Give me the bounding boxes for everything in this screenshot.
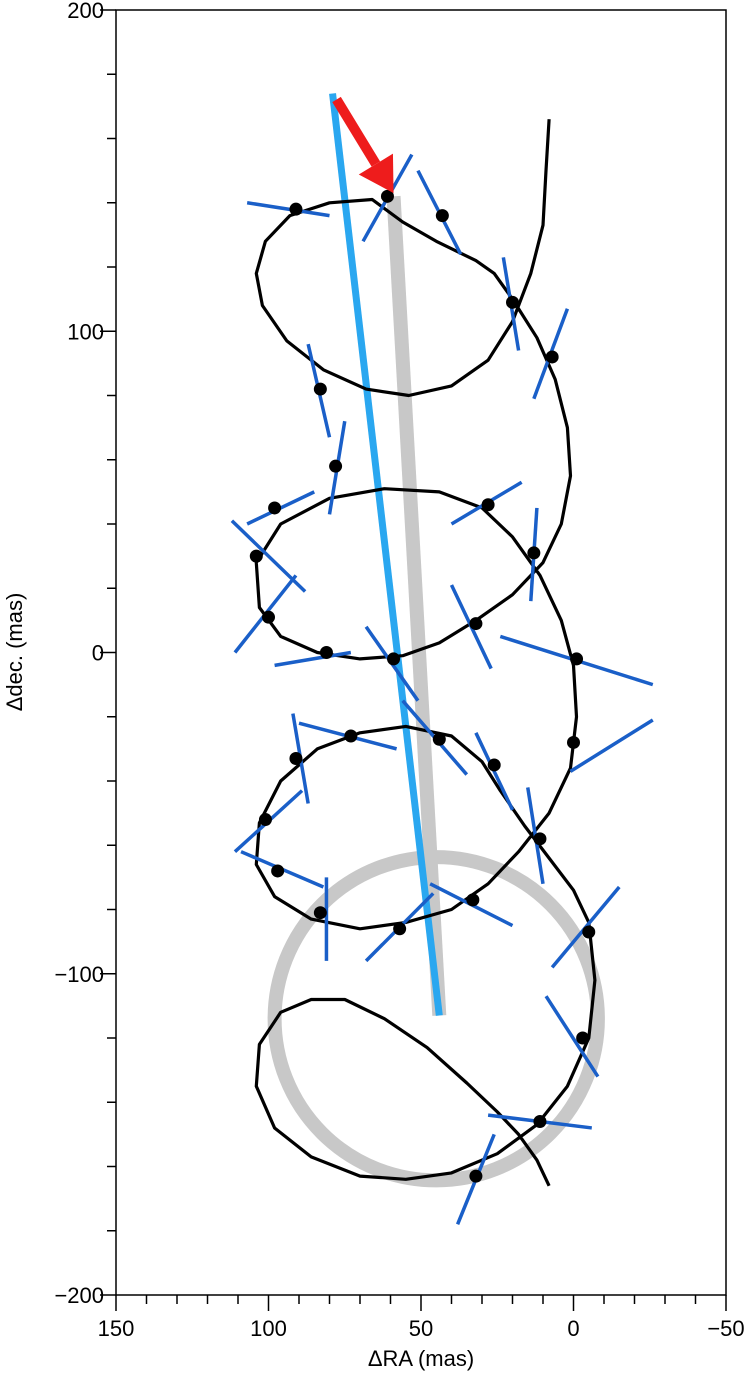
observation-point [506, 295, 519, 309]
x-tick-label: 0 [567, 1316, 579, 1341]
orbit-layer [254, 119, 597, 1187]
observation-point [262, 610, 275, 624]
y-tick-label: 100 [67, 319, 104, 344]
y-tick-label: 200 [67, 0, 104, 23]
arrow-layer [332, 96, 394, 194]
proper-motion-fit-line [329, 93, 443, 1016]
x-tick-label: 100 [250, 1316, 287, 1341]
y-tick-label: 0 [92, 641, 104, 666]
observation-point [545, 350, 559, 364]
x-tick-label: 150 [98, 1316, 135, 1341]
residual-tick [230, 519, 307, 593]
observation-point [435, 209, 449, 223]
reference-motion-line [386, 195, 447, 1016]
y-axis-label: Δdec. (mas) [2, 593, 27, 712]
observation-point [533, 1115, 547, 1129]
observation-point [570, 652, 584, 666]
observation-point [576, 1031, 590, 1045]
observation-point [533, 832, 547, 846]
residual-tick [569, 718, 654, 773]
x-tick-label: −50 [707, 1316, 744, 1341]
observation-point [258, 813, 272, 827]
observation-point [469, 1169, 483, 1183]
observation-point [527, 546, 541, 560]
observation-point [481, 498, 495, 512]
observation-point [319, 646, 333, 659]
arrow-shaft [332, 96, 381, 167]
observation-point [380, 189, 394, 203]
y-tick-label: −100 [54, 962, 104, 987]
observation-points-layer [249, 189, 596, 1183]
observation-point [289, 752, 303, 766]
proper-motion-fit-layer [329, 93, 443, 1016]
observation-point [582, 925, 596, 939]
residual-tick [274, 650, 352, 668]
observation-point [393, 922, 407, 936]
observation-point [313, 906, 327, 920]
observation-point [387, 652, 401, 666]
observation-point [466, 893, 480, 907]
observation-point [313, 382, 327, 396]
residual-tick [246, 201, 330, 218]
axes-layer: 150 100 50 0 −50 200 100 0 −100 −200 [54, 0, 744, 1341]
orbit-curve [254, 119, 597, 1187]
residual-tick [544, 995, 600, 1078]
observation-point [487, 758, 501, 772]
observation-point [271, 864, 285, 878]
observation-point [249, 549, 263, 563]
observation-point [344, 729, 358, 743]
y-tick-label: −200 [54, 1283, 104, 1308]
x-tick-label: 50 [409, 1316, 433, 1341]
reference-motion-layer [267, 195, 605, 1188]
observation-point [289, 202, 303, 216]
residual-ticks-layer [230, 153, 654, 1225]
x-axis-label: ΔRA (mas) [368, 1346, 474, 1371]
observation-point [567, 735, 580, 749]
observation-point [432, 732, 446, 746]
observation-point [329, 459, 343, 473]
observation-point [268, 501, 282, 515]
observation-point [469, 617, 483, 631]
arrow-head [358, 153, 394, 194]
